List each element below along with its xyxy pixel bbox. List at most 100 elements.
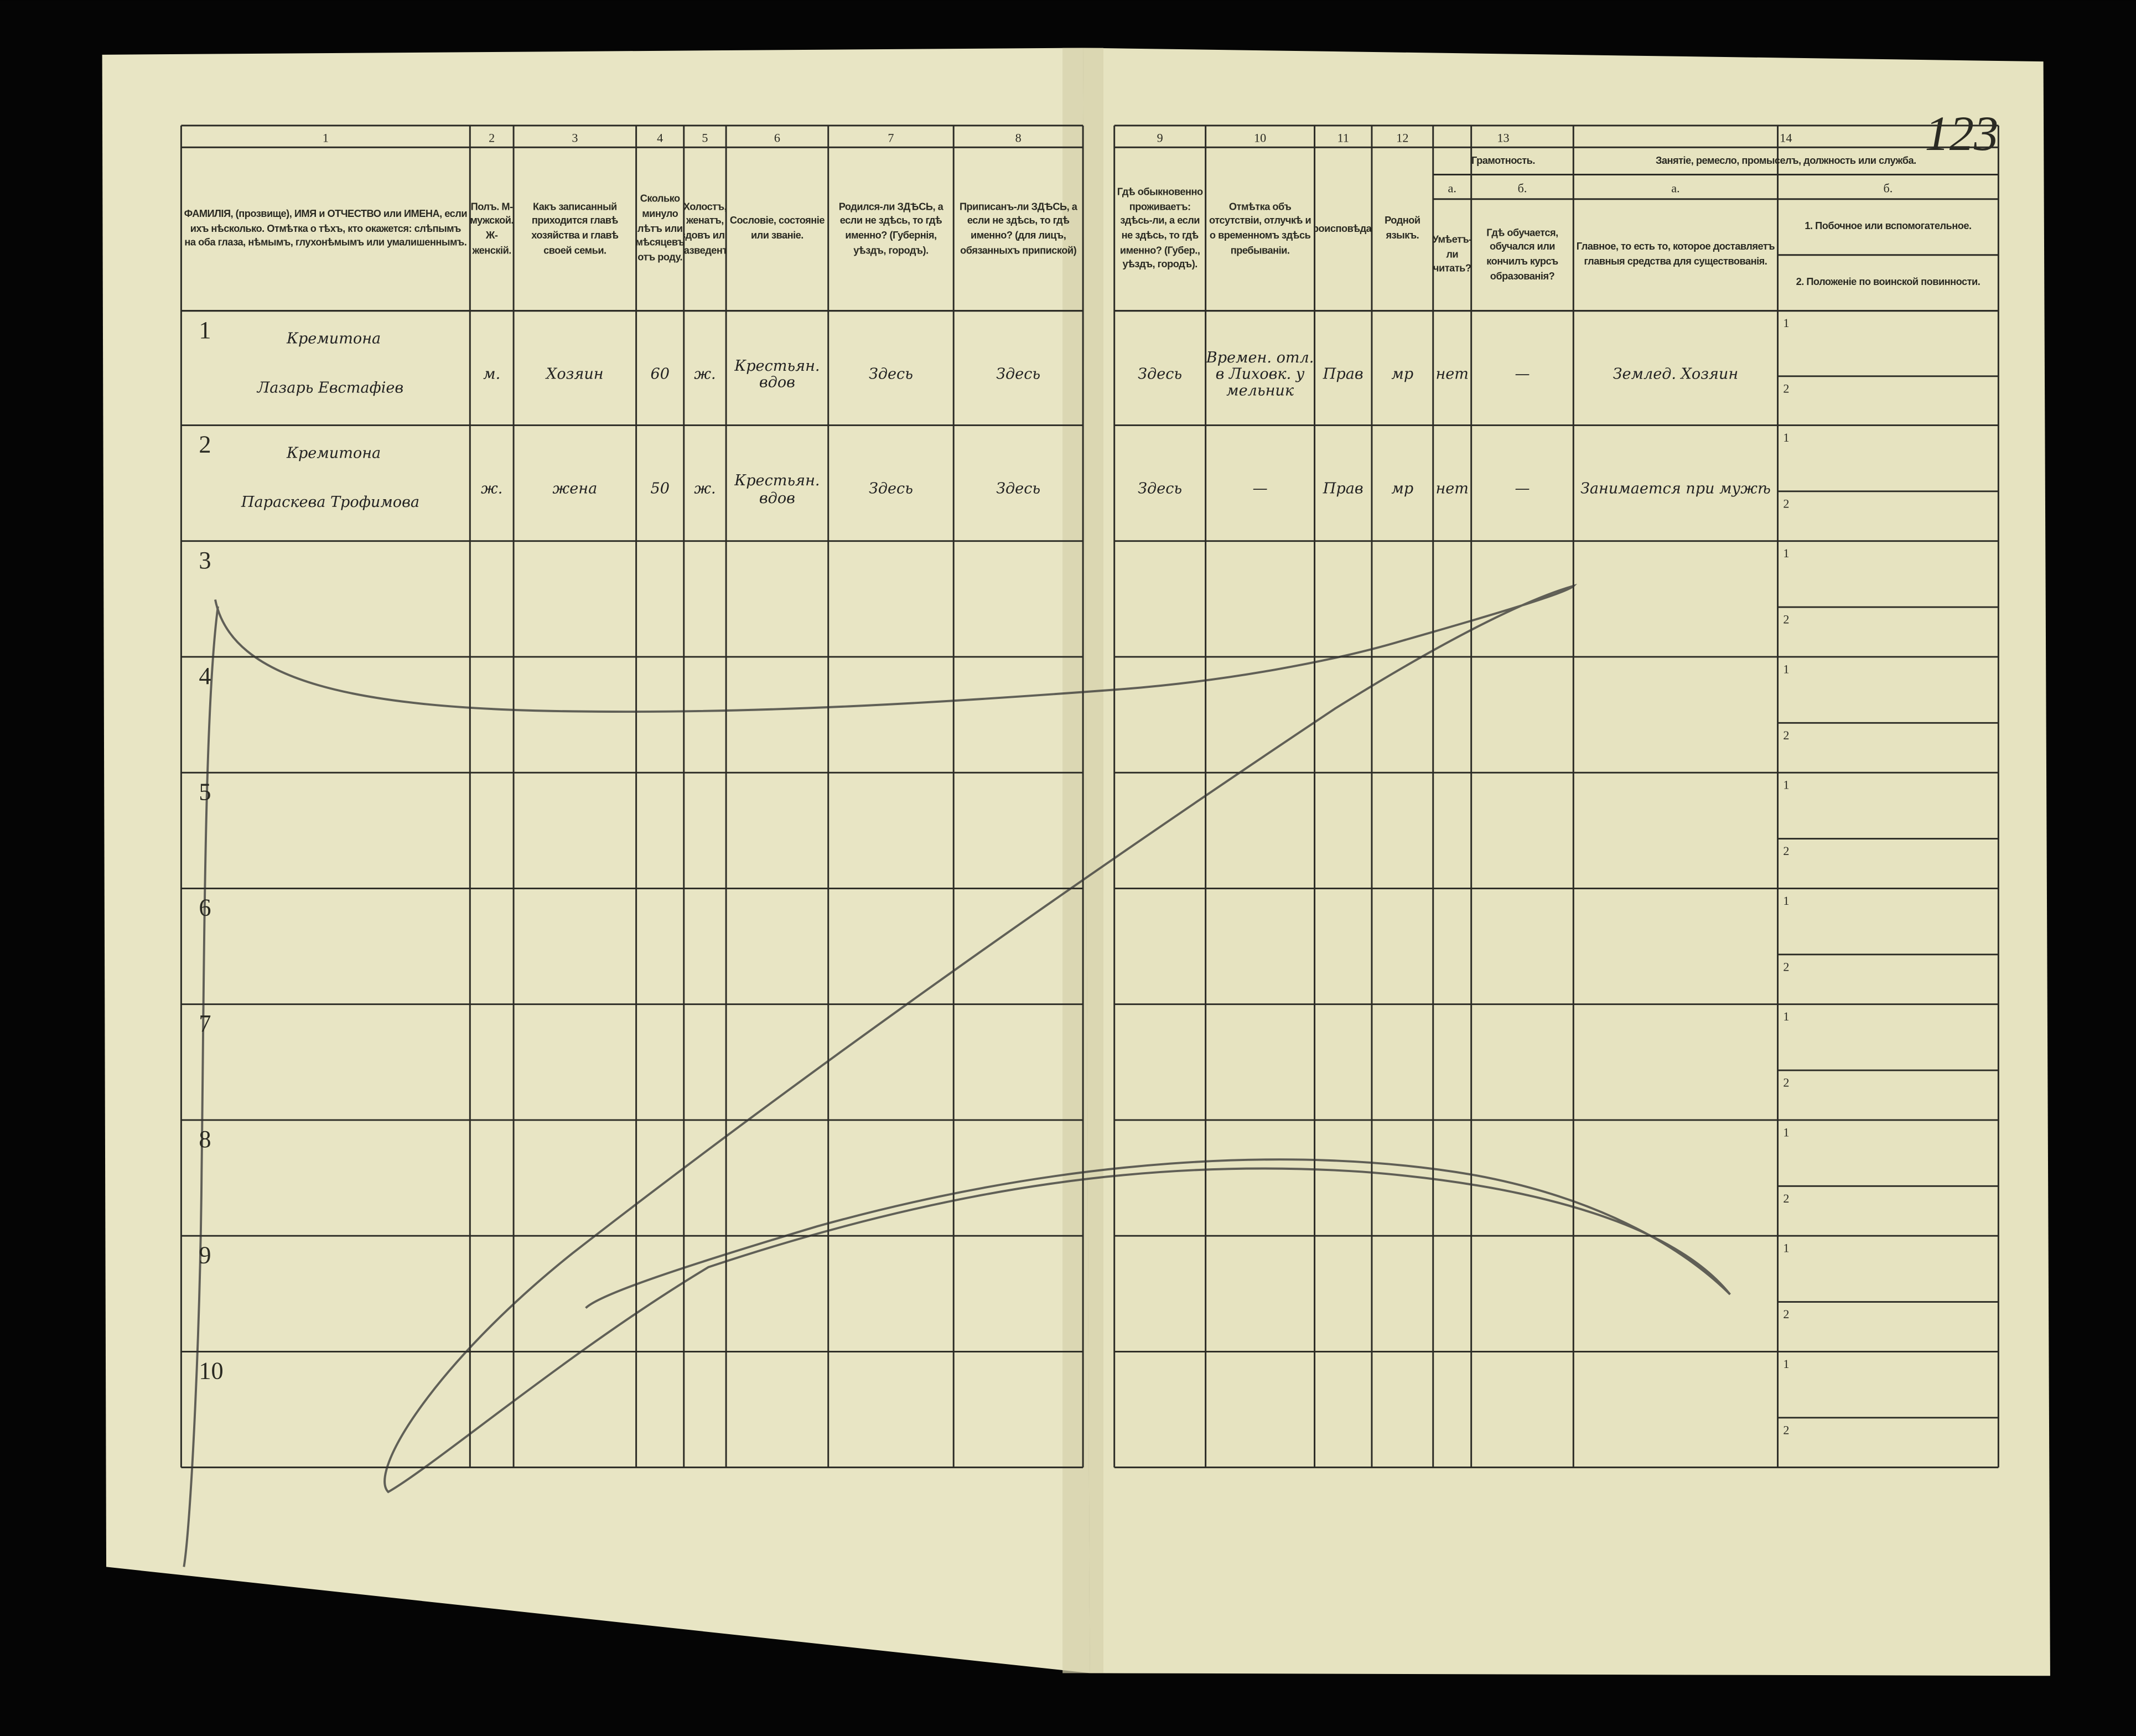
subcolumn-header-box: Умѣетъ-ли читать? xyxy=(1433,233,1471,274)
column-header-box: Грамотность. xyxy=(1471,153,1535,166)
column-number: 5 xyxy=(702,131,708,144)
cell-entry: жена xyxy=(552,480,598,499)
cell-entry: Крестьян. вдов xyxy=(734,472,820,506)
cell-entry: — xyxy=(1515,365,1530,384)
subcolumn-header: Гдѣ обучается, обучался или кончилъ курс… xyxy=(1486,225,1558,282)
cell-entry: 50 xyxy=(650,480,670,499)
surname-box: Кремитона xyxy=(287,445,381,462)
cell-entry: ж. xyxy=(694,365,716,384)
column-header: Холостъ, женатъ, вдовъ или разведенъ. xyxy=(683,200,727,256)
column-header-box: Отмѣтка объ отсутствіи, отлучкѣ и о врем… xyxy=(1209,200,1311,256)
subline-label: 1 xyxy=(1783,1357,1789,1371)
column-header: Грамотность. xyxy=(1471,153,1535,166)
cell-entry: Прав xyxy=(1323,365,1363,384)
cell-entry-box: 60 xyxy=(650,366,669,382)
column-number: 9 xyxy=(1157,131,1163,144)
subline-label: 2 xyxy=(1783,1423,1789,1437)
column-header: Приписанъ-ли ЗДѢСЬ, а если не здѣсь, то … xyxy=(959,200,1077,256)
column-header-box: Холостъ, женатъ, вдовъ или разведенъ. xyxy=(683,200,727,256)
column-number: 1 xyxy=(323,131,329,144)
cell-entry: ж. xyxy=(480,480,503,499)
subline-label: 2 xyxy=(1783,613,1789,626)
column-number: 2 xyxy=(489,131,495,144)
cell-entry-box: Прав xyxy=(1323,480,1363,499)
cell-entry-box: Крестьян. вдов xyxy=(734,472,820,506)
column-header: Сколько минуло лѣтъ или мѣсяцевъ отъ род… xyxy=(636,192,684,263)
cell-entry-box: Землед. Хозяин xyxy=(1613,366,1739,382)
table-grid xyxy=(180,125,1999,1469)
cell-entry: нет xyxy=(1435,365,1469,384)
cell-entry: мр xyxy=(1391,365,1414,384)
cell-entry: Здесь xyxy=(996,365,1041,384)
column-header-box: Приписанъ-ли ЗДѢСЬ, а если не здѣсь, то … xyxy=(959,200,1077,256)
column-header-box: Родился-ли ЗДѢСЬ, а если не здѣсь, то гд… xyxy=(838,200,943,256)
cell-entry-box: 50 xyxy=(650,480,670,499)
cell-entry-box: ж. xyxy=(694,481,716,498)
subline-label: 1 xyxy=(1783,894,1789,908)
page-number: 123 xyxy=(1925,107,1998,161)
cell-entry-box: Хозяин xyxy=(546,366,604,382)
given-name: Лазарь Евстафіев xyxy=(257,379,404,397)
column-header-box: Родной языкъ. xyxy=(1385,214,1420,242)
column-header: Занятіе, ремесло, промыселъ, должность и… xyxy=(1655,153,1916,166)
subline-label: 1 xyxy=(1783,662,1789,676)
cell-entry-box: нет xyxy=(1435,481,1469,498)
subline-label: 2 xyxy=(1783,844,1789,858)
column-header-box: ФАМИЛІЯ, (прозвище), ИМЯ и ОТЧЕСТВО или … xyxy=(184,207,468,248)
row-number: 4 xyxy=(199,662,211,690)
column-number: 14 xyxy=(1780,131,1792,144)
subcolumn-letter: а. xyxy=(1671,181,1679,195)
given-name-box: Параскева Трофимова xyxy=(241,493,420,511)
column-number: 6 xyxy=(774,131,780,144)
subline-label: 2 xyxy=(1783,728,1789,742)
cell-entry-box: нет xyxy=(1435,365,1469,384)
cell-entry: Прав xyxy=(1323,480,1363,499)
surname: Кремитона xyxy=(287,329,381,348)
column-header: Родился-ли ЗДѢСЬ, а если не здѣсь, то гд… xyxy=(838,200,943,256)
cell-entry-box: Времен. отл. в Лиховк. у мельник xyxy=(1206,349,1314,398)
row-number: 7 xyxy=(199,1010,211,1037)
subline-label: 1 xyxy=(1783,1125,1789,1139)
subline-label: 2 xyxy=(1783,1076,1789,1090)
cell-entry-box: Здесь xyxy=(868,365,913,384)
column-number: 10 xyxy=(1254,131,1266,144)
column-number: 3 xyxy=(572,131,578,144)
given-name: Параскева Трофимова xyxy=(241,493,420,511)
cell-entry: Здесь xyxy=(1138,365,1183,384)
subcolumn-header: 1. Побочное или вспомогательное. xyxy=(1805,220,1972,232)
cell-entry-box: Здесь xyxy=(1138,365,1183,384)
pencil-strikes xyxy=(183,585,1731,1567)
cell-entry-box: Прав xyxy=(1323,365,1363,384)
cell-entry: Здесь xyxy=(868,365,913,384)
subline-label: 1 xyxy=(1783,546,1789,560)
given-name-box: Лазарь Евстафіев xyxy=(257,379,404,397)
column-header: Отмѣтка объ отсутствіи, отлучкѣ и о врем… xyxy=(1209,200,1311,256)
right-page xyxy=(1083,48,2050,1676)
column-number: 7 xyxy=(888,131,894,144)
column-header: Гдѣ обыкновенно проживаетъ: здѣсь-ли, а … xyxy=(1117,185,1203,271)
column-header: Какъ записанный приходится главѣ хозяйст… xyxy=(531,200,619,256)
column-number: 13 xyxy=(1497,131,1509,144)
subcolumn-letter: а. xyxy=(1448,181,1456,195)
subline-label: 1 xyxy=(1783,1241,1789,1255)
cell-entry: — xyxy=(1252,480,1268,499)
column-header-box: Сколько минуло лѣтъ или мѣсяцевъ отъ род… xyxy=(636,192,684,263)
cell-entry-box: м. xyxy=(483,366,500,382)
surname-box: Кремитона xyxy=(287,329,381,348)
row-number: 2 xyxy=(199,431,211,458)
cell-entry: Занимается при мужѣ xyxy=(1580,480,1771,499)
subline-label: 2 xyxy=(1783,381,1789,395)
subcolumn-header: 2. Положеніе по воинской повинности. xyxy=(1796,275,1981,288)
column-header: Сословіе, состояніе или званіе. xyxy=(729,214,825,242)
cell-entry-box: Здесь xyxy=(1138,481,1182,498)
cell-entry-box: Крестьян. вдов xyxy=(734,357,820,391)
cell-entry-box: — xyxy=(1515,365,1530,384)
cell-entry: — xyxy=(1515,480,1530,499)
column-header-box: Полъ. М-мужской. Ж-женскій. xyxy=(470,200,514,256)
column-header: Родной языкъ. xyxy=(1385,214,1420,242)
cell-entry-box: Здесь xyxy=(996,481,1040,498)
subline-label: 1 xyxy=(1783,431,1789,444)
subcolumn-header-box: 2. Положеніе по воинской повинности. xyxy=(1796,275,1981,288)
row-number: 5 xyxy=(199,778,211,805)
